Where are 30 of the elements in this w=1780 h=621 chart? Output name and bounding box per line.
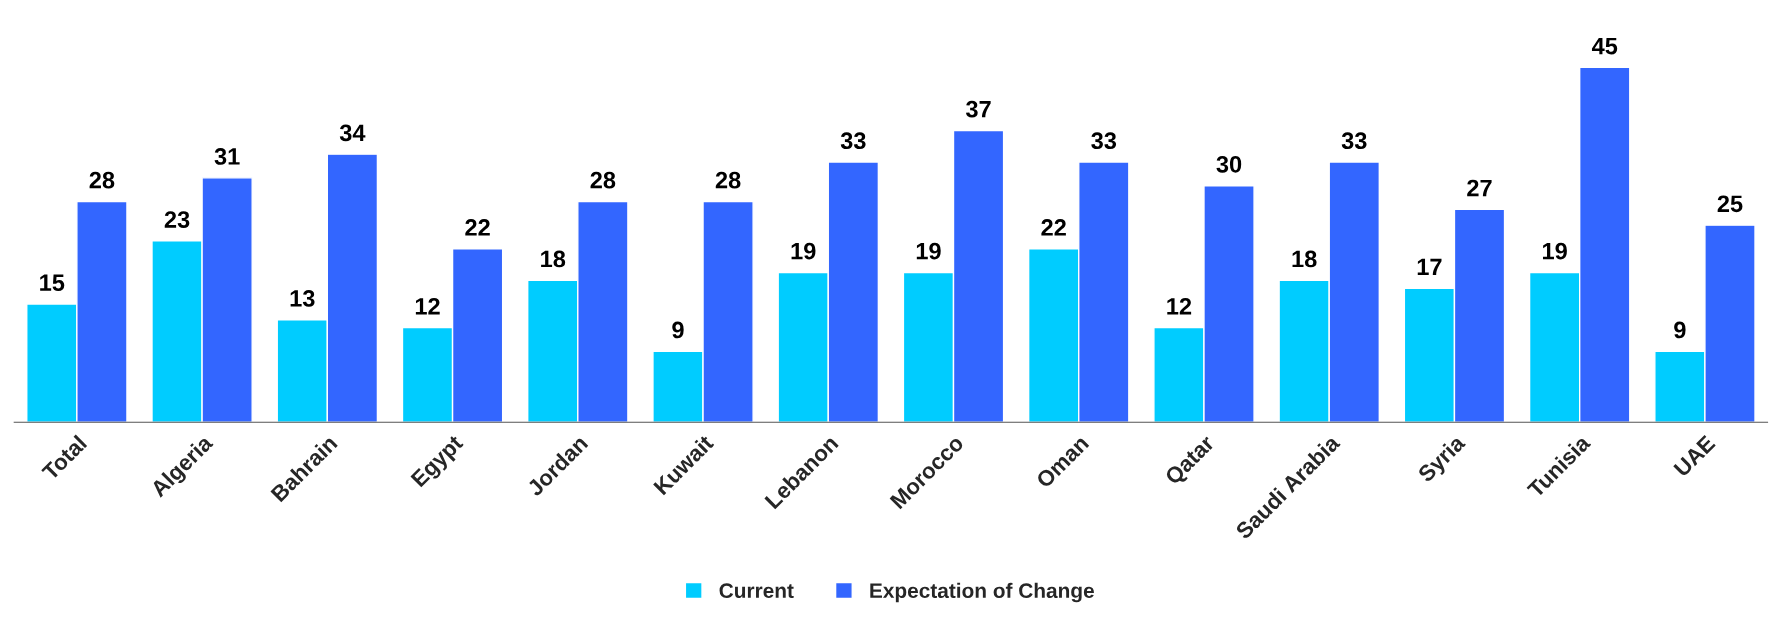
data-label: 45	[1591, 37, 1618, 55]
data-label: 22	[465, 219, 490, 236]
data-label: 34	[339, 124, 366, 142]
data-label: 28	[89, 171, 115, 189]
data-label: 19	[1543, 242, 1567, 260]
data-label: 37	[965, 100, 991, 118]
data-label: 22	[1041, 219, 1066, 236]
data-label: 13	[290, 290, 315, 307]
data-label: 12	[415, 297, 440, 315]
data-label: 30	[1216, 155, 1242, 173]
data-label: 17	[1417, 258, 1442, 275]
data-label: 31	[214, 148, 240, 165]
data-label: 18	[541, 250, 566, 268]
data-label: 33	[1341, 132, 1367, 150]
data-label: 9	[672, 321, 684, 339]
data-label: 12	[1167, 297, 1192, 315]
data-label: 23	[164, 211, 190, 228]
data-label: 9	[1674, 321, 1686, 339]
data-label: 19	[791, 242, 816, 260]
legend-label: Current	[719, 583, 794, 599]
data-label: 25	[1717, 195, 1743, 213]
data-label: 19	[916, 242, 941, 260]
data-label: 27	[1467, 179, 1492, 197]
data-label: 33	[1091, 132, 1117, 150]
data-label: 28	[715, 171, 741, 189]
legend-label: Expectation of Change	[870, 582, 1094, 603]
data-label: 33	[840, 132, 866, 150]
data-label: 15	[40, 274, 65, 291]
data-label: 28	[590, 171, 616, 189]
data-label: 18	[1292, 250, 1317, 268]
